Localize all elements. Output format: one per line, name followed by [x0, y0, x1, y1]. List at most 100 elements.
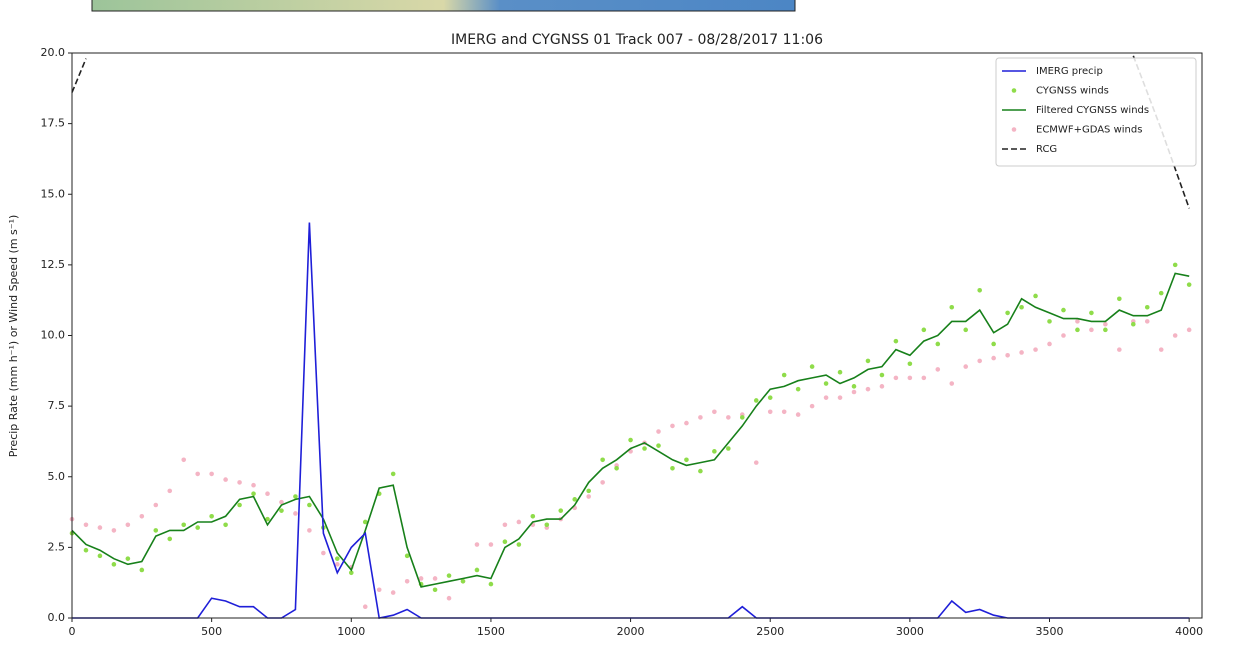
series-point: [209, 472, 214, 477]
x-tick-label: 2500: [756, 625, 784, 638]
series-point: [475, 568, 480, 573]
series-point: [558, 508, 563, 513]
series-point: [84, 548, 89, 553]
series-point: [1131, 322, 1136, 327]
series-point: [223, 522, 228, 527]
series-point: [293, 494, 298, 499]
legend-label: IMERG precip: [1036, 66, 1103, 77]
series-point: [614, 466, 619, 471]
series-point: [712, 409, 717, 414]
series-point: [908, 361, 913, 366]
y-tick-label: 7.5: [48, 399, 66, 412]
y-axis-label: Precip Rate (mm h⁻¹) or Wind Speed (m s⁻…: [7, 215, 20, 458]
series-point: [1075, 328, 1080, 333]
legend-swatch: [1012, 88, 1017, 93]
y-tick-label: 2.5: [48, 540, 66, 553]
series-point: [642, 446, 647, 451]
series-point: [1103, 328, 1108, 333]
series-point: [754, 398, 759, 403]
x-tick-label: 4000: [1175, 625, 1203, 638]
series-point: [391, 472, 396, 477]
series-point: [977, 359, 982, 364]
series-point: [1061, 308, 1066, 313]
map-strip: [92, 0, 795, 11]
series-point: [922, 376, 927, 381]
x-tick-label: 1500: [477, 625, 505, 638]
series-point: [195, 472, 200, 477]
series-point: [670, 466, 675, 471]
series-point: [126, 556, 131, 561]
series-point: [167, 537, 172, 542]
series-point: [307, 528, 312, 533]
series-point: [991, 342, 996, 347]
series-point: [1187, 328, 1192, 333]
x-tick-label: 1000: [337, 625, 365, 638]
y-tick-label: 0.0: [48, 611, 66, 624]
chart: IMERG and CYGNSS 01 Track 007 - 08/28/20…: [0, 0, 1238, 645]
series-point: [98, 525, 103, 530]
series-point: [600, 480, 605, 485]
series-point: [684, 421, 689, 426]
series-point: [112, 562, 117, 567]
series-point: [461, 579, 466, 584]
series-point: [1173, 333, 1178, 338]
series-point: [963, 364, 968, 369]
series-point: [1047, 342, 1052, 347]
series-point: [977, 288, 982, 293]
series-point: [517, 520, 522, 525]
series-point: [782, 373, 787, 378]
series-point: [628, 438, 633, 443]
legend-label: ECMWF+GDAS winds: [1036, 125, 1142, 136]
series-point: [880, 373, 885, 378]
series-point: [1159, 291, 1164, 296]
series-point: [656, 429, 661, 434]
series-point: [1005, 353, 1010, 358]
series-point: [98, 554, 103, 559]
series-point: [1061, 333, 1066, 338]
series-point: [153, 503, 158, 508]
legend-label: CYGNSS winds: [1036, 86, 1109, 97]
series-point: [447, 596, 452, 601]
series-point: [838, 370, 843, 375]
series-point: [167, 489, 172, 494]
series-point: [698, 469, 703, 474]
series-point: [866, 359, 871, 364]
series-point: [991, 356, 996, 361]
series-point: [1159, 347, 1164, 352]
series-point: [656, 443, 661, 448]
series-line: [72, 223, 1189, 619]
series-point: [489, 542, 494, 547]
series-point: [475, 542, 480, 547]
series-point: [963, 328, 968, 333]
series-point: [531, 514, 536, 519]
series-point: [544, 522, 549, 527]
series-point: [237, 503, 242, 508]
series-point: [1117, 296, 1122, 301]
series-point: [181, 522, 186, 527]
series-point: [782, 409, 787, 414]
series-point: [377, 587, 382, 592]
series-point: [796, 387, 801, 392]
series-point: [209, 514, 214, 519]
series-point: [894, 376, 899, 381]
series-point: [1033, 294, 1038, 299]
x-tick-label: 500: [201, 625, 222, 638]
x-tick-label: 3500: [1036, 625, 1064, 638]
series-point: [126, 522, 131, 527]
series-point: [153, 528, 158, 533]
series-point: [363, 604, 368, 609]
series-point: [838, 395, 843, 400]
series-point: [922, 328, 927, 333]
series-line: [72, 273, 1189, 587]
chart-title: IMERG and CYGNSS 01 Track 007 - 08/28/20…: [451, 32, 823, 48]
series-point: [1145, 305, 1150, 310]
series-point: [684, 458, 689, 463]
series-point: [796, 412, 801, 417]
series-point: [586, 489, 591, 494]
series-point: [1103, 322, 1108, 327]
series-point: [1019, 305, 1024, 310]
series-point: [433, 576, 438, 581]
series-point: [1089, 328, 1094, 333]
legend: IMERG precipCYGNSS windsFiltered CYGNSS …: [996, 58, 1196, 166]
series-point: [1047, 319, 1052, 324]
